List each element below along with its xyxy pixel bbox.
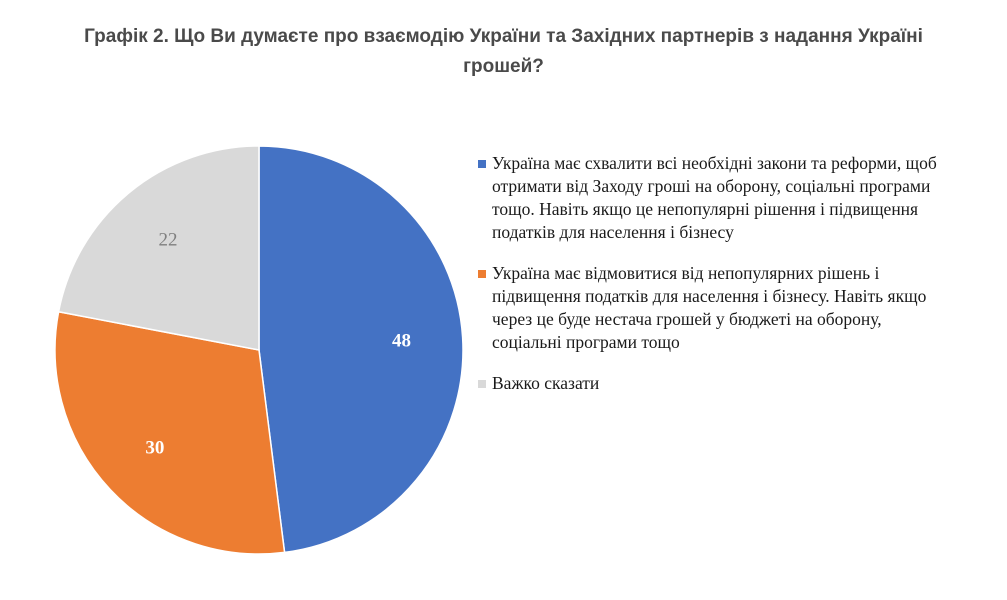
slice-support — [258, 145, 464, 554]
chart-title-line-2: грошей? — [463, 56, 544, 77]
data-label-hard-to-say: 22 — [158, 229, 177, 250]
slice-hard-to-say — [57, 145, 260, 351]
legend-label-support: Україна має схвалити всі необхідні закон… — [492, 153, 937, 242]
chart-title: Графік 2. Що Ви думаєте про взаємодію Ук… — [0, 22, 1007, 82]
legend-item-support: Україна має схвалити всі необхідні закон… — [478, 152, 948, 244]
legend-item-hard-to-say: Важко сказати — [478, 372, 948, 395]
legend-label-hard-to-say: Важко сказати — [492, 373, 600, 393]
data-label-refuse: 30 — [145, 437, 164, 458]
data-label-support: 48 — [392, 331, 411, 352]
legend-swatch — [478, 380, 486, 388]
chart-title-line-1: Графік 2. Що Ви думаєте про взаємодію Ук… — [84, 26, 923, 47]
slice-refuse — [54, 310, 286, 555]
legend-label-refuse: Україна має відмовитися від непопулярних… — [492, 263, 927, 352]
legend-swatch — [478, 270, 486, 278]
legend-swatch — [478, 160, 486, 168]
legend: Україна має схвалити всі необхідні закон… — [478, 152, 948, 413]
legend-item-refuse: Україна має відмовитися від непопулярних… — [478, 262, 948, 354]
